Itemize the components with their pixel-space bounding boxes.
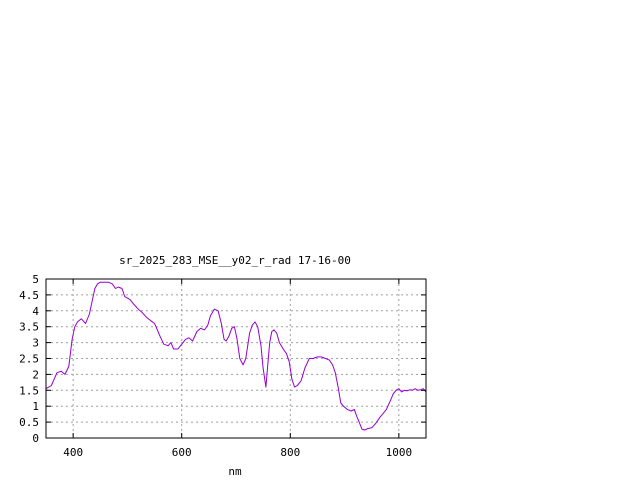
y-tick-label: 3.5 bbox=[19, 321, 39, 334]
y-tick-label: 1 bbox=[32, 400, 39, 413]
y-tick-label: 2.5 bbox=[19, 353, 39, 366]
x-tick-label: 1000 bbox=[386, 446, 413, 459]
y-tick-label: 4 bbox=[32, 305, 39, 318]
x-tick-label: 800 bbox=[280, 446, 300, 459]
y-tick-label: 0.5 bbox=[19, 416, 39, 429]
x-tick-label: 600 bbox=[172, 446, 192, 459]
y-tick-label: 4.5 bbox=[19, 289, 39, 302]
plot-area bbox=[45, 281, 427, 431]
chart-title: sr_2025_283_MSE__y02_r_rad 17-16-00 bbox=[119, 254, 351, 267]
x-tick-label: 400 bbox=[63, 446, 83, 459]
y-tick-label: 1.5 bbox=[19, 384, 39, 397]
y-tick-label: 5 bbox=[32, 273, 39, 286]
y-tick-label: 2 bbox=[32, 368, 39, 381]
axes: 0 0.5 1 1.5 2 2.5 3 3.5 4 4.5 5 400 600 800 1000 bbox=[19, 273, 426, 459]
y-tick-label: 0 bbox=[32, 432, 39, 445]
series-line bbox=[45, 281, 427, 431]
grid bbox=[46, 279, 426, 438]
x-axis-label: nm bbox=[228, 465, 242, 478]
y-tick-label: 3 bbox=[32, 337, 39, 350]
